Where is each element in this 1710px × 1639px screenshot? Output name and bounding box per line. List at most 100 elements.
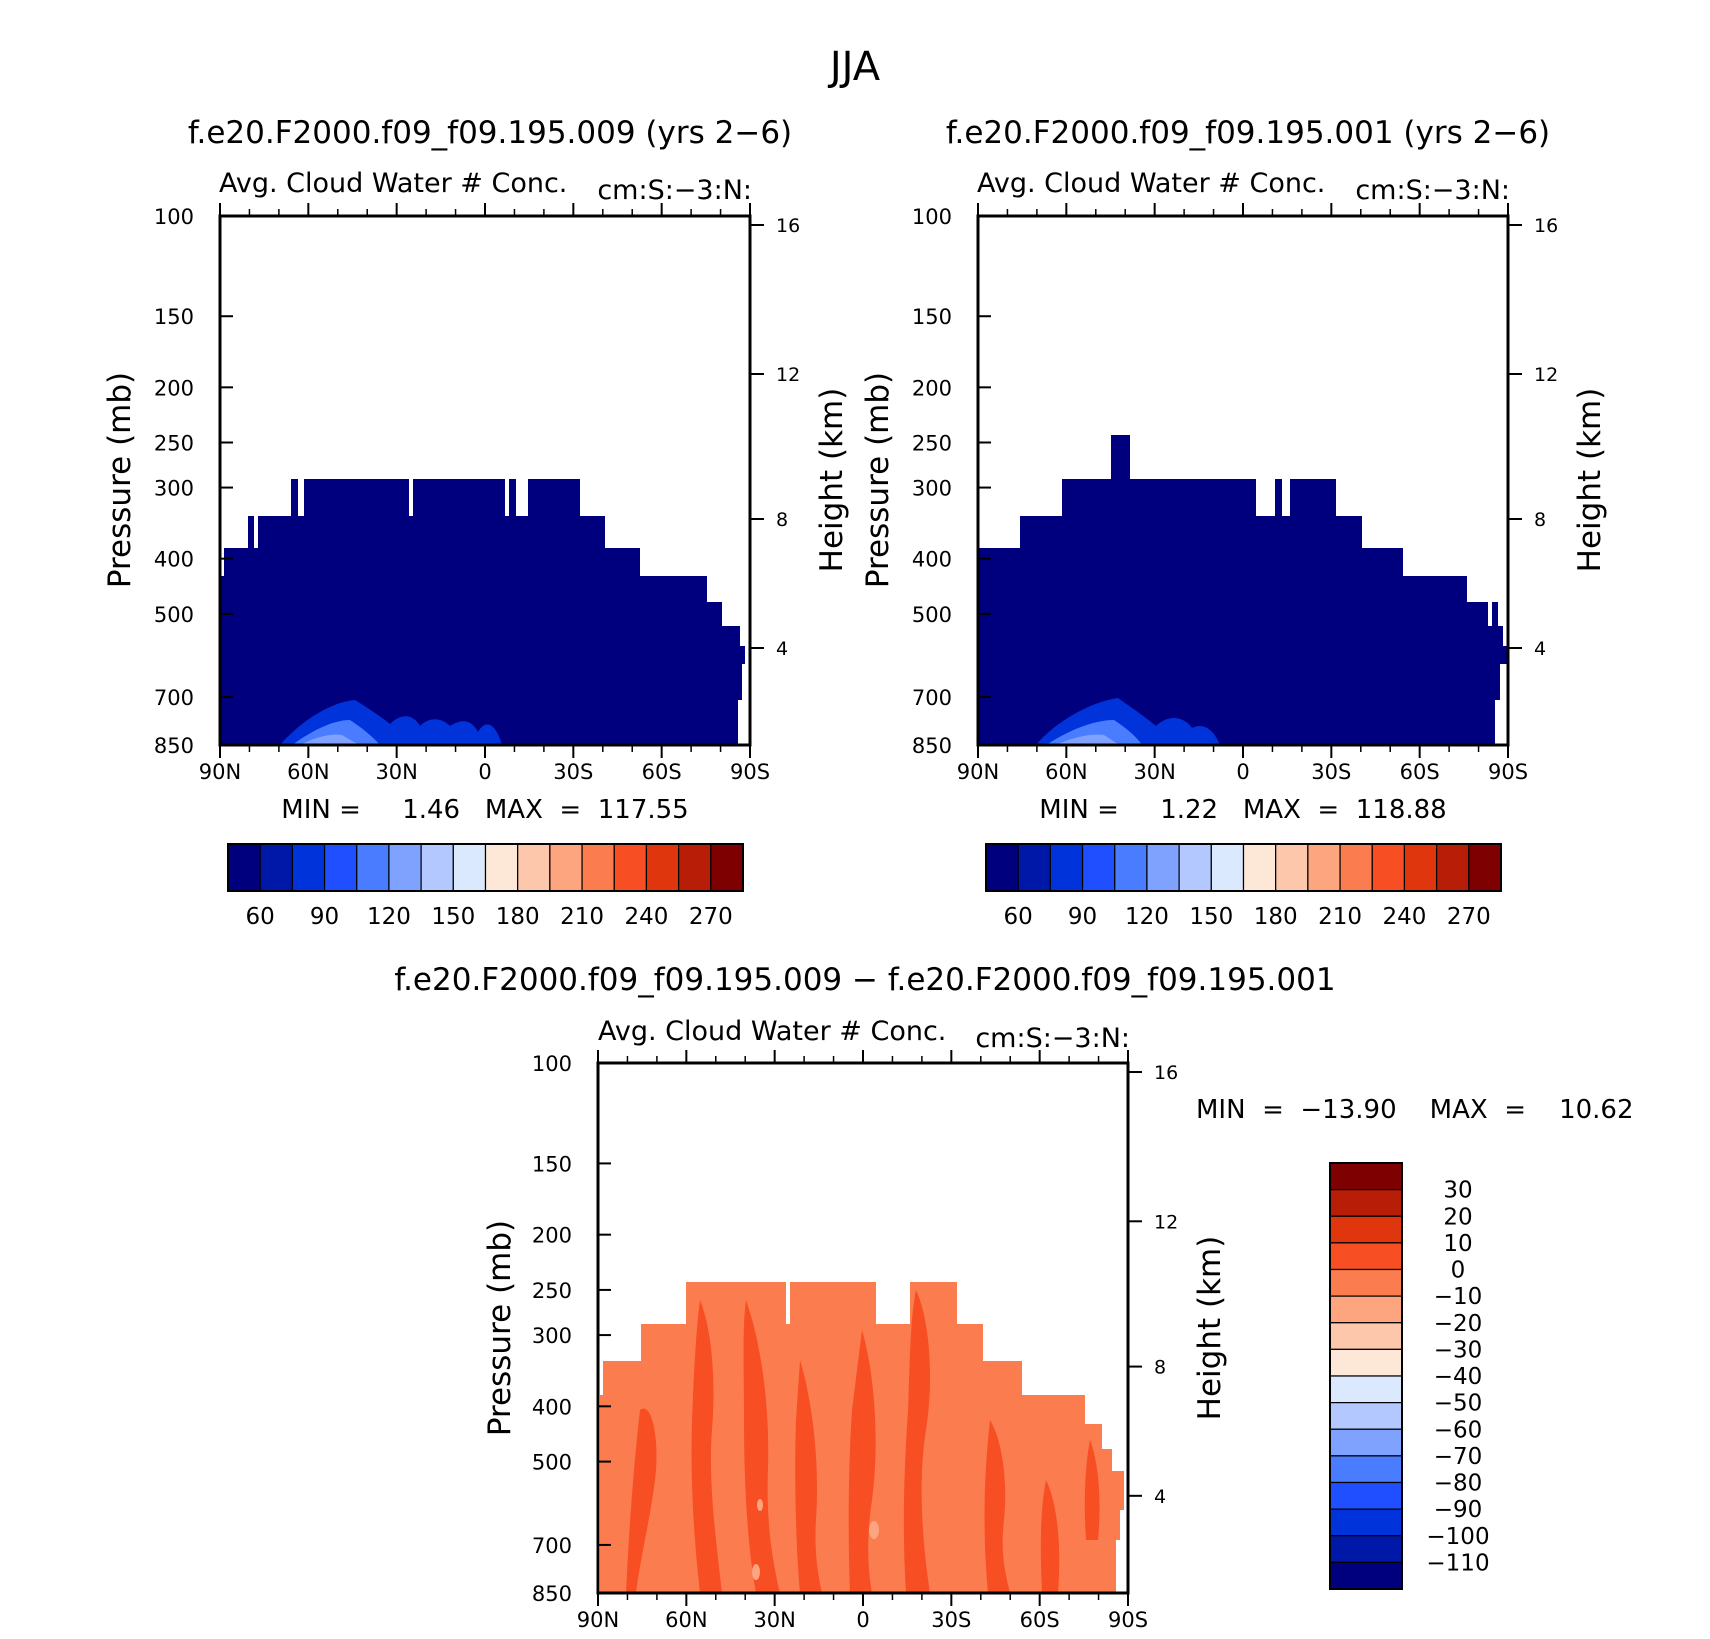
colorbar-label: 120 <box>1125 904 1169 930</box>
colorbar-label: 20 <box>1443 1204 1472 1230</box>
height-tick-label: 12 <box>776 364 800 386</box>
pressure-tick-label: 100 <box>154 205 194 229</box>
colorbar-label: −50 <box>1434 1391 1483 1417</box>
colorbar-swatch <box>710 843 744 892</box>
panel-1-y2label: Height (km) <box>814 388 850 573</box>
colorbar-label: 270 <box>1447 904 1491 930</box>
colorbar-swatch <box>1371 843 1406 892</box>
panel-2-lowlevel-peak <box>1056 734 1120 745</box>
panel-1-cloud-region <box>220 479 745 745</box>
colorbar-label: 240 <box>624 904 668 930</box>
colorbar-label: −90 <box>1434 1497 1483 1523</box>
lat-tick-label: 0 <box>856 1608 869 1632</box>
colorbar-swatch <box>420 843 454 892</box>
colorbar-swatch <box>1329 1375 1403 1404</box>
panel-3-colorbar: 3020100−10−20−30−40−50−60−70−80−90−100−1… <box>1329 1162 1490 1590</box>
colorbar-swatch <box>1275 843 1309 892</box>
lat-tick-label: 90N <box>577 1608 619 1632</box>
panel-3-minmax: MIN = −13.90 MAX = 10.62 <box>1196 1095 1634 1125</box>
panel-3-axes: 100 150 200 250 300 400 500 700 850 16 12 8 4 90N 60N 3… <box>532 1050 1178 1632</box>
pressure-tick-label: 100 <box>912 205 952 229</box>
lat-tick-label: 90S <box>1488 760 1528 784</box>
colorbar-swatch <box>356 843 390 892</box>
panel-3-y2label: Height (km) <box>1192 1236 1228 1421</box>
lat-tick-label: 60N <box>1045 760 1087 784</box>
lat-tick-label: 0 <box>1236 760 1249 784</box>
pressure-tick-label: 400 <box>532 1395 572 1419</box>
pressure-tick-label: 250 <box>532 1279 572 1303</box>
colorbar-label: −40 <box>1434 1364 1483 1390</box>
colorbar-label: 90 <box>1068 904 1097 930</box>
colorbar-label: 150 <box>1189 904 1233 930</box>
height-tick-label: 12 <box>1534 364 1558 386</box>
lat-tick-label: 60S <box>642 760 682 784</box>
lat-tick-label: 30S <box>1311 760 1351 784</box>
panel-1-title: f.e20.F2000.f09_f09.195.009 (yrs 2−6) <box>188 115 792 151</box>
lat-tick-label: 90S <box>1108 1608 1148 1632</box>
lat-tick-label: 60N <box>665 1608 707 1632</box>
pressure-tick-label: 700 <box>912 686 952 710</box>
colorbar-swatch <box>1114 843 1148 892</box>
pressure-tick-label: 300 <box>532 1324 572 1348</box>
colorbar-swatch <box>1329 1535 1403 1563</box>
panel-1-subtitle: Avg. Cloud Water # Conc. <box>219 168 567 199</box>
panel-3-neutral-spots <box>752 1499 879 1580</box>
panel-2-colorbar: 60 90 120 150 180 210 240 270 <box>985 843 1502 930</box>
colorbar-label: 210 <box>1318 904 1362 930</box>
colorbar-swatch <box>1329 1215 1403 1244</box>
colorbar-label: 210 <box>560 904 604 930</box>
panel-2-axes: 100 150 200 250 300 400 500 700 850 16 12 8 4 90N 60N 3… <box>912 203 1558 784</box>
panel-3-subtitle: Avg. Cloud Water # Conc. <box>598 1016 946 1047</box>
height-tick-label: 4 <box>1154 1486 1166 1508</box>
panel-1: f.e20.F2000.f09_f09.195.009 (yrs 2−6) Av… <box>102 115 850 930</box>
colorbar-swatch <box>1329 1295 1403 1324</box>
height-tick-label: 4 <box>1534 638 1546 660</box>
colorbar-swatch <box>1436 843 1470 892</box>
colorbar-swatch <box>227 843 261 892</box>
lat-tick-label: 60N <box>287 760 329 784</box>
panel-2: f.e20.F2000.f09_f09.195.001 (yrs 2−6) Av… <box>860 115 1608 930</box>
lat-tick-label: 30S <box>553 760 593 784</box>
panel-1-units: cm:S:−3:N: <box>597 175 752 206</box>
pressure-tick-label: 850 <box>154 734 194 758</box>
panel-2-units: cm:S:−3:N: <box>1355 175 1510 206</box>
panel-3-field <box>600 1282 1124 1593</box>
panel-3-ylabel: Pressure (mb) <box>482 1220 518 1436</box>
colorbar-swatch <box>1146 843 1180 892</box>
pressure-tick-label: 300 <box>912 477 952 501</box>
colorbar-swatch <box>517 843 551 892</box>
height-tick-label: 16 <box>1154 1062 1178 1084</box>
colorbar-swatch <box>484 843 519 892</box>
panel-3-title: f.e20.F2000.f09_f09.195.009 − f.e20.F200… <box>394 962 1335 998</box>
colorbar-swatch <box>645 843 680 892</box>
pressure-tick-label: 700 <box>532 1534 572 1558</box>
colorbar-swatch <box>1329 1481 1403 1510</box>
panel-1-axes: 100 150 200 250 300 400 500 700 850 16 12 8 4 90N 60N 3… <box>154 203 800 784</box>
colorbar-swatch <box>1307 843 1341 892</box>
pressure-tick-label: 400 <box>912 548 952 572</box>
colorbar-swatch <box>613 843 648 892</box>
pressure-tick-label: 400 <box>154 548 194 572</box>
colorbar-label: 180 <box>496 904 540 930</box>
lat-tick-label: 60S <box>1400 760 1440 784</box>
colorbar-label: 150 <box>431 904 475 930</box>
pressure-tick-label: 500 <box>532 1451 572 1475</box>
panel-2-minmax: MIN = 1.22 MAX = 118.88 <box>1039 795 1446 825</box>
colorbar-label: 180 <box>1254 904 1298 930</box>
panel-3: f.e20.F2000.f09_f09.195.009 − f.e20.F200… <box>394 962 1633 1632</box>
lat-tick-label: 30N <box>753 1608 795 1632</box>
colorbar-swatch <box>1329 1242 1403 1271</box>
panel-3-units: cm:S:−3:N: <box>975 1023 1130 1054</box>
colorbar-frame <box>985 843 1502 892</box>
colorbar-frame <box>1329 1162 1403 1590</box>
colorbar-swatch <box>1329 1268 1403 1297</box>
colorbar-swatch <box>1329 1322 1403 1350</box>
height-tick-label: 16 <box>1534 215 1558 237</box>
colorbar-swatch <box>1049 843 1084 892</box>
pressure-tick-label: 200 <box>154 376 194 400</box>
colorbar-swatch <box>1178 843 1212 892</box>
colorbar-label: −80 <box>1434 1471 1483 1497</box>
panel-3-positive-streaks <box>626 1290 1100 1593</box>
height-tick-label: 4 <box>776 638 788 660</box>
colorbar-swatch <box>549 843 583 892</box>
